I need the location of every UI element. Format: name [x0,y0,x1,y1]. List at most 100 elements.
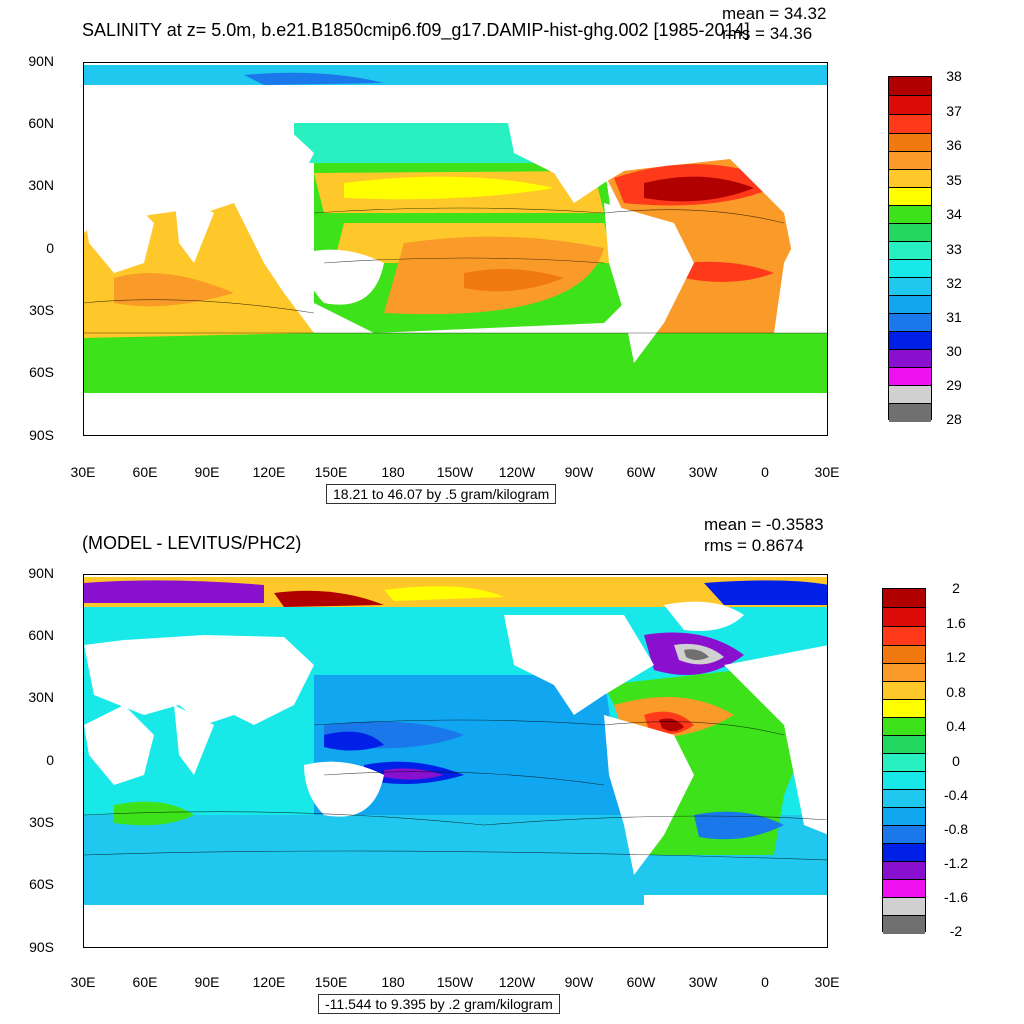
panel2-lon-label: 0 [761,974,769,990]
panel1-lat-label: 0 [46,240,54,256]
panel2-colorbar-swatch [883,754,925,772]
panel1-lat-label: 60S [29,364,54,380]
panel1-lon-label: 90E [194,464,220,480]
panel2-lon-label: 60W [626,974,656,990]
panel1-colorbar-swatch [889,96,931,115]
panel2-colorbar-label: 2 [952,580,960,596]
panel2-colorbar-swatch [883,718,925,736]
panel2-colorbar-label: 0.8 [946,684,966,700]
panel1-lat-label: 90S [29,427,54,443]
panel2-map-svg [84,575,827,947]
panel2-lon-label: 30E [70,974,96,990]
panel1-lat-label: 30N [28,177,54,193]
panel1-colorbar-label: 35 [946,172,962,188]
panel1-colorbar-swatch [889,152,931,170]
panel2-rms: rms = 0.8674 [704,536,804,555]
panel2-colorbar-swatch [883,790,925,808]
panel2-colorbar-swatch [883,646,925,664]
panel2-lat-label: 30N [28,689,54,705]
panel1-north-america [504,103,654,203]
panel1-arctic [84,65,827,85]
panel1-colorbar-label: 38 [946,68,962,84]
panel2-lon-label: 180 [381,974,405,990]
panel1-lat-label: 60N [28,115,54,131]
panel2-colorbar [882,588,926,934]
panel1-colorbar-swatch [889,368,931,386]
panel2-contour-info: -11.544 to 9.395 by .2 gram/kilogram [318,994,560,1014]
panel2-colorbar-swatch [883,664,925,682]
panel1-antarctica [84,393,827,435]
panel1-colorbar-swatch [889,314,931,332]
panel2-lon-label: 90W [564,974,594,990]
panel1-colorbar-swatch [889,206,931,224]
panel1-colorbar-swatch [889,115,931,134]
panel1-eurasia [84,123,314,213]
panel2-colorbar-swatch [883,862,925,880]
panel1-mean: mean = 34.32 [722,4,827,23]
panel1-map [83,62,828,436]
panel1-colorbar-label: 28 [946,411,962,427]
panel1-southern-ocean [84,333,827,393]
panel2-colorbar-swatch [883,880,925,898]
panel1-colorbar-swatch [889,170,931,188]
panel2-lon-label: 60E [132,974,158,990]
panel1-africa [84,193,154,273]
panel2-colorbar-swatch [883,844,925,862]
panel1-lon-label: 30W [688,464,718,480]
panel2-colorbar-label: -1.6 [943,889,969,905]
panel1-lon-label: 150E [314,464,348,480]
panel1-lon-label: 150W [436,464,474,480]
panel1-lon-label: 60W [626,464,656,480]
panel1-lon-label: 60E [132,464,158,480]
panel2-colorbar-swatch [883,808,925,826]
panel2-greenland [664,601,744,631]
panel2-colorbar-label: 1.2 [946,649,966,665]
panel2-eurasia [84,635,314,725]
panel1-contour-info: 18.21 to 46.07 by .5 gram/kilogram [326,484,557,504]
panel2-colorbar-label: 0 [952,753,960,769]
panel1-greenland [664,99,744,139]
panel1-colorbar-label: 36 [946,137,962,153]
panel1-europe [724,133,827,223]
panel1-colorbar-swatch [889,224,931,242]
panel2-colorbar-swatch [883,700,925,718]
panel2-colorbar-swatch [883,916,925,934]
panel2-colorbar-swatch [883,589,925,608]
panel2-colorbar-label: -0.4 [943,787,969,803]
panel2-colorbar-swatch [883,826,925,844]
panel2-lon-label: 150W [436,974,474,990]
panel1-colorbar-swatch [889,332,931,350]
panel2-south-america [604,715,694,875]
panel1-colorbar-swatch [889,188,931,206]
panel1-colorbar-label: 29 [946,377,962,393]
panel2-colorbar-swatch [883,627,925,646]
panel2-mean: mean = -0.3583 [704,515,824,534]
panel2-colorbar-swatch [883,736,925,754]
panel1-map-svg [84,63,827,435]
panel1-colorbar-label: 31 [946,309,962,325]
panel2-lat-label: 0 [46,752,54,768]
panel1-lon-label: 120W [498,464,536,480]
panel1-south-america [604,203,694,363]
panel1-colorbar-swatch [889,278,931,296]
panel2-lon-label: 150E [314,974,348,990]
panel1-title: SALINITY at z= 5.0m, b.e21.B1850cmip6.f0… [82,20,750,40]
panel2-title: (MODEL - LEVITUS/PHC2) [82,533,302,553]
panel1-lon-label: 0 [761,464,769,480]
panel1-colorbar-label: 34 [946,206,962,222]
panel1-colorbar-swatch [889,404,931,422]
panel2-lon-label: 90E [194,974,220,990]
panel2-colorbar-swatch [883,772,925,790]
panel1-colorbar-swatch [889,77,931,96]
panel2-antarctica [84,895,827,947]
panel2-colorbar-label: -2 [949,923,963,939]
panel1-colorbar-swatch [889,242,931,260]
panel1-lon-label: 180 [381,464,405,480]
panel1-colorbar-swatch [889,134,931,152]
panel2-north-america [504,615,654,715]
panel1-lat-label: 90N [28,53,54,69]
panel1-lon-label: 90W [564,464,594,480]
panel2-colorbar-swatch [883,608,925,627]
panel2-colorbar-swatch [883,682,925,700]
panel2-lat-label: 60N [28,627,54,643]
